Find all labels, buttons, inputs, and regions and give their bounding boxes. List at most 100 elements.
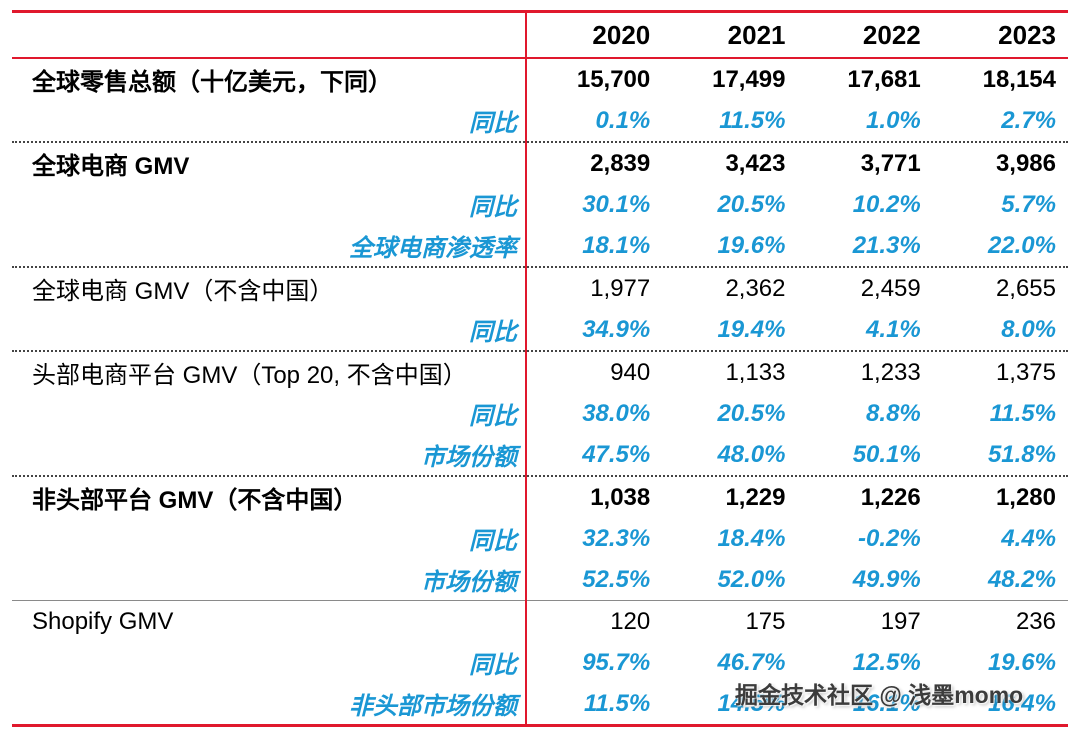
cell-value: 17,681 (847, 65, 921, 93)
row-label: 同比 (469, 110, 517, 137)
table-row: 非头部平台 GMV（不含中国） 1,038 1,229 1,226 1,280 (12, 477, 1068, 518)
cell-value: 8.0% (1001, 315, 1056, 343)
cell-value: 47.5% (582, 440, 651, 468)
cell-value: 51.8% (987, 440, 1056, 468)
cell-value: 22.0% (987, 231, 1056, 259)
cell-value: 19.6% (717, 231, 786, 259)
table-row: 全球零售总额（十亿美元，下同） 15,700 17,499 17,681 18,154 (12, 59, 1068, 100)
row-label: 市场份额 (421, 569, 517, 596)
cell-value: 11.5% (989, 399, 1056, 427)
cell-value: 5.7% (1001, 190, 1056, 218)
cell-value: 1,977 (590, 274, 651, 302)
table-subrow: 全球电商渗透率 18.1% 19.6% 21.3% 22.0% (12, 225, 1068, 266)
cell-value: 2,362 (725, 274, 786, 302)
table-subrow: 同比 0.1% 11.5% 1.0% 2.7% (12, 100, 1068, 141)
row-label: 同比 (469, 194, 517, 221)
section-divider (12, 600, 1068, 601)
table-body: 全球零售总额（十亿美元，下同） 15,700 17,499 17,681 18,154 同… (12, 59, 1068, 724)
cell-value: 8.8% (866, 399, 921, 427)
cell-value: 197 (880, 607, 921, 635)
cell-value: 3,771 (860, 149, 921, 177)
section-divider (12, 141, 1068, 143)
year-header-2022: 2022 (862, 19, 921, 50)
table-subrow: 市场份额 47.5% 48.0% 50.1% 51.8% (12, 434, 1068, 475)
cell-value: 16.4% (987, 689, 1056, 717)
cell-value: 32.3% (582, 524, 651, 552)
cell-value: 14.5% (717, 689, 786, 717)
cell-value: 11.5% (583, 689, 651, 717)
year-header-2023: 2023 (998, 19, 1056, 50)
cell-value: 18.1% (582, 231, 651, 259)
cell-value: 1,375 (995, 358, 1056, 386)
cell-value: 2,459 (860, 274, 921, 302)
row-label: 同比 (469, 528, 517, 555)
cell-value: 1,038 (590, 483, 651, 511)
row-label: 同比 (469, 403, 517, 430)
cell-value: 19.4% (717, 315, 786, 343)
table-subrow: 非头部市场份额 11.5% 14.5% 16.1% 16.4% (12, 683, 1068, 724)
cell-value: 940 (610, 358, 651, 386)
vertical-red-divider (525, 13, 527, 724)
cell-value: 34.9% (582, 315, 651, 343)
cell-value: 15,700 (576, 65, 651, 93)
row-label: 全球电商 GMV (32, 153, 190, 180)
cell-value: 2,655 (995, 274, 1056, 302)
cell-value: 17,499 (712, 65, 786, 93)
cell-value: 175 (745, 607, 786, 635)
cell-value: 3,986 (995, 149, 1056, 177)
row-label: 全球电商 GMV（不含中国） (32, 278, 334, 305)
row-label: 非头部平台 GMV（不含中国） (32, 487, 358, 514)
cell-value: 1,280 (995, 483, 1056, 511)
watermark-text: 掘金技术社区 @ 浅墨momo (735, 682, 1024, 708)
cell-value: 20.5% (717, 399, 786, 427)
row-label: 全球零售总额（十亿美元，下同） (32, 69, 392, 96)
table-subrow: 同比 30.1% 20.5% 10.2% 5.7% (12, 184, 1068, 225)
table-row: Shopify GMV 120 175 197 236 (12, 601, 1068, 642)
cell-value: 3,423 (725, 149, 786, 177)
table-row: 头部电商平台 GMV（Top 20, 不含中国） 940 1,133 1,233 1,3… (12, 352, 1068, 393)
table-subrow: 同比 34.9% 19.4% 4.1% 8.0% (12, 309, 1068, 350)
cell-value: 11.5% (719, 106, 786, 134)
cell-value: 12.5% (852, 648, 921, 676)
cell-value: 48.0% (717, 440, 786, 468)
cell-value: 30.1% (582, 190, 651, 218)
cell-value: -0.2% (858, 524, 921, 552)
cell-value: 46.7% (717, 648, 786, 676)
cell-value: 48.2% (987, 565, 1056, 593)
row-label: 同比 (469, 319, 517, 346)
year-header-2020: 2020 (592, 19, 651, 50)
cell-value: 236 (1015, 607, 1056, 635)
cell-value: 16.1% (852, 689, 921, 717)
year-header-2021: 2021 (727, 19, 786, 50)
cell-value: 1,233 (860, 358, 921, 386)
cell-value: 21.3% (852, 231, 921, 259)
table-subrow: 同比 95.7% 46.7% 12.5% 19.6% (12, 642, 1068, 683)
table-subrow: 同比 32.3% 18.4% -0.2% 4.4% (12, 518, 1068, 559)
cell-value: 1,133 (725, 358, 786, 386)
cell-value: 2,839 (590, 149, 651, 177)
section-divider (12, 475, 1068, 477)
cell-value: 0.1% (595, 106, 651, 134)
table-header-row: 2020 2021 2022 2023 (12, 13, 1068, 59)
section-divider (12, 350, 1068, 352)
row-label: 非头部市场份额 (349, 693, 517, 720)
cell-value: 10.2% (852, 190, 921, 218)
section-divider (12, 266, 1068, 268)
cell-value: 120 (610, 607, 651, 635)
cell-value: 49.9% (852, 565, 921, 593)
gmv-data-table: 2020 2021 2022 2023 全球零售总额（十亿美元，下同） 15,70… (12, 10, 1068, 727)
cell-value: 19.6% (987, 648, 1056, 676)
row-label: Shopify GMV (32, 607, 174, 635)
cell-value: 2.7% (1001, 106, 1056, 134)
table-row: 全球电商 GMV 2,839 3,423 3,771 3,986 (12, 143, 1068, 184)
cell-value: 52.5% (582, 565, 651, 593)
cell-value: 52.0% (717, 565, 786, 593)
cell-value: 4.1% (866, 315, 921, 343)
cell-value: 50.1% (852, 440, 921, 468)
cell-value: 1.0% (866, 106, 921, 134)
cell-value: 1,229 (725, 483, 786, 511)
row-label: 头部电商平台 GMV（Top 20, 不含中国） (32, 362, 467, 389)
row-label: 全球电商渗透率 (349, 235, 517, 262)
table-subrow: 同比 38.0% 20.5% 8.8% 11.5% (12, 393, 1068, 434)
table-row: 全球电商 GMV（不含中国） 1,977 2,362 2,459 2,655 (12, 268, 1068, 309)
